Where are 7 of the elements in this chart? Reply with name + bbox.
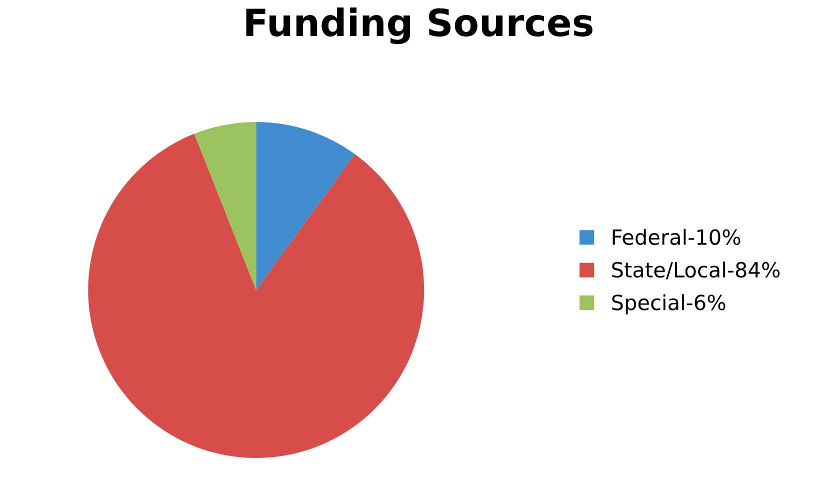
legend-label: State/Local-84% [612,262,780,280]
chart-title: Funding Sources [246,8,592,44]
legend-label: Special-6% [612,294,726,314]
pie-slice [256,122,355,290]
pie-slice [194,122,256,290]
legend-label: Federal-10% [612,228,740,245]
pie-slice [88,134,424,458]
